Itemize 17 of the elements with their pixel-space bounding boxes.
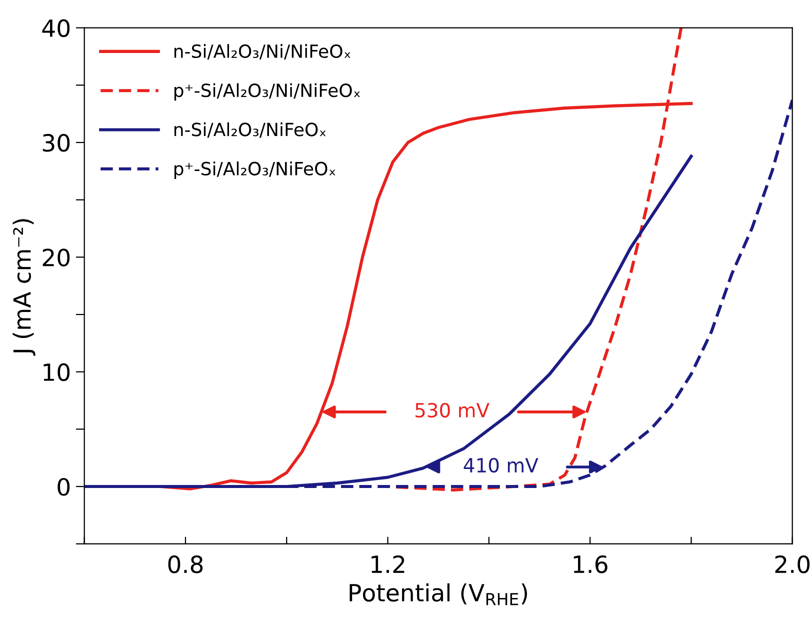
x-tick-label: 1.6 [574, 555, 608, 574]
legend-label: n-Si/Al₂O₃/NiFeOₓ [174, 122, 326, 138]
legend-label: p⁺-Si/Al₂O₃/NiFeOₓ [174, 161, 336, 179]
y-tick-label: 40 [42, 19, 70, 38]
legend-label: n-Si/Al₂O₃/Ni/NiFeOₓ [174, 44, 350, 60]
y-tick-label: 10 [44, 363, 70, 382]
y-tick-label: 0 [58, 478, 70, 496]
x-tick-label: 1.2 [372, 555, 404, 573]
y-tick-label: 20 [42, 248, 70, 266]
x-tick-label: 0.8 [168, 555, 203, 574]
legend-label: p⁺-Si/Al₂O₃/Ni/NiFeOₓ [174, 83, 360, 101]
y-tick-label: 30 [42, 134, 70, 152]
annotation: 410 mV [464, 458, 538, 473]
y-axis-title: J (mA cm⁻²) [12, 219, 36, 356]
annotation: 530 mV [416, 402, 490, 418]
x-axis-title: Potential (V$_{RHE}$) [350, 583, 527, 606]
x-tick-label: 2.0 [775, 555, 810, 574]
